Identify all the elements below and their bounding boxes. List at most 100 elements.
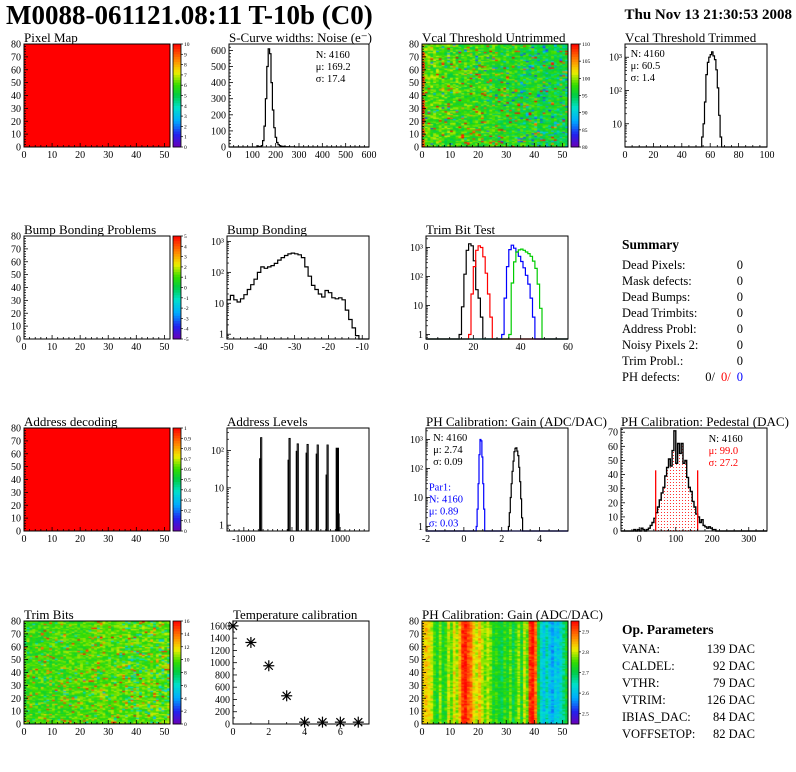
svg-text:400: 400: [315, 150, 330, 161]
svg-text:-50: -50: [220, 342, 233, 353]
svg-text:50: 50: [557, 150, 567, 161]
svg-text:0.2: 0.2: [184, 508, 191, 514]
svg-text:0: 0: [414, 143, 419, 154]
panel-title: Address Levels: [227, 414, 308, 429]
svg-text:0.4: 0.4: [184, 488, 191, 494]
svg-text:90: 90: [582, 111, 588, 117]
svg-text:600: 600: [362, 150, 377, 161]
svg-text:50: 50: [11, 270, 21, 281]
svg-text:70: 70: [11, 629, 21, 640]
svg-text:8: 8: [184, 671, 187, 677]
svg-text:-10: -10: [356, 342, 369, 353]
panel-title: S-Curve widths: Noise (e⁻): [229, 30, 372, 45]
svg-text:100: 100: [582, 76, 591, 82]
svg-text:50: 50: [557, 727, 567, 738]
svg-text:20: 20: [11, 694, 21, 705]
svg-text:40: 40: [11, 283, 21, 294]
svg-text:5: 5: [184, 94, 187, 100]
svg-text:30: 30: [501, 150, 511, 161]
svg-text:70: 70: [11, 436, 21, 447]
svg-text:10: 10: [413, 493, 423, 504]
svg-text:2.6: 2.6: [582, 691, 589, 697]
svg-text:30: 30: [103, 150, 113, 161]
svg-text:16: 16: [184, 619, 190, 625]
svg-text:60: 60: [705, 150, 715, 161]
svg-text:0: 0: [184, 529, 187, 535]
vcal-untrimmed-plot-svg: 0 10 20 30 40 5001020304050607080808590951001…: [409, 40, 591, 162]
svg-text:300: 300: [292, 150, 307, 161]
svg-text:30: 30: [11, 488, 21, 499]
ph-gain-map-plot-svg: 0 10 20 30 40 50010203040506070802.52.62.72.8…: [409, 617, 589, 739]
svg-text:40: 40: [529, 727, 539, 738]
svg-text:3: 3: [184, 114, 187, 120]
table-row: IBIAS_DAC: 84 DAC: [622, 710, 755, 724]
svg-text:10²: 10²: [410, 272, 423, 283]
svg-text:1: 1: [184, 135, 187, 141]
svg-text:80: 80: [11, 232, 21, 243]
panel-title: Address decoding: [24, 414, 118, 429]
panel-title: PH Calibration: Gain (ADC/DAC): [422, 607, 603, 622]
svg-text:80: 80: [409, 40, 419, 51]
svg-text:40: 40: [11, 475, 21, 486]
table-row: PH defects: 0/0/0: [622, 370, 743, 384]
address-decoding-chart: 0 10 20 30 40 50 0 10 20 30 40 50 60 70 80 0 0.1 0.2 0.3 0.…: [0, 412, 199, 604]
svg-text:1200: 1200: [210, 646, 230, 657]
svg-text:30: 30: [103, 727, 113, 738]
svg-text:50: 50: [409, 655, 419, 666]
panel-temperature-calibration: Temperature calibration 0 2 4 6 0 200 400 600 80…: [199, 605, 398, 772]
svg-text:800: 800: [215, 670, 230, 681]
page-title: M0088-061121.08:11 T-10b (C0): [6, 0, 373, 30]
vcal-trimmed-chart: 0 20 40 60 80 100 10 10² 10³ N: 4160 μ: 60.5 σ: 1.4: [597, 28, 796, 220]
svg-text:0.6: 0.6: [184, 467, 191, 473]
svg-text:0: 0: [623, 150, 628, 161]
svg-text:2: 2: [184, 265, 187, 271]
table-row: Mask defects: 0: [622, 274, 743, 288]
svg-text:60: 60: [563, 342, 573, 353]
table-row: Trim Probl.: 0: [622, 354, 743, 368]
pixel-map-heatmap-canvas: [24, 44, 170, 147]
svg-text:2.7: 2.7: [582, 671, 589, 677]
svg-text:10²: 10²: [609, 86, 622, 97]
svg-text:2.8: 2.8: [582, 650, 589, 656]
svg-text:20: 20: [409, 694, 419, 705]
svg-text:2: 2: [184, 709, 187, 715]
panel-title: Vcal Threshold Untrimmed: [422, 30, 566, 45]
svg-text:110: 110: [582, 42, 590, 48]
svg-text:0: 0: [613, 527, 618, 538]
svg-text:20: 20: [473, 150, 483, 161]
panel-title: Trim Bits: [24, 607, 74, 622]
svg-text:40: 40: [677, 150, 687, 161]
addr-decoding-plot-svg: 0 10 20 30 40 500102030405060708000.10.20.30.…: [11, 424, 191, 546]
svg-text:0: 0: [289, 534, 294, 545]
svg-text:0: 0: [184, 145, 187, 151]
svg-text:1: 1: [219, 330, 224, 341]
trim-bits-heatmap-canvas: [24, 621, 170, 724]
panel-bump-bonding-problems: Bump Bonding Problems 0 10 20 30 40 50 0 10 20 30…: [0, 220, 199, 412]
svg-text:N: 4160: N: 4160: [709, 434, 743, 445]
panel-op-parameters: Op. Parameters VANA: 139 DAC CALDEL: 92 DAC…: [597, 605, 796, 772]
svg-text:40: 40: [516, 342, 526, 353]
svg-text:10: 10: [47, 727, 57, 738]
address-levels-chart: -1000 0 1000 1 10 10²: [199, 412, 398, 604]
panel-trim-bit-test: Trim Bit Test 0 20 40 60 1 10 10² 10³: [398, 220, 597, 412]
svg-text:9: 9: [184, 52, 187, 58]
svg-text:10³: 10³: [609, 53, 622, 64]
table-row: Dead Bumps: 0: [622, 290, 743, 304]
svg-text:μ: 60.5: μ: 60.5: [631, 61, 661, 72]
svg-text:2: 2: [266, 727, 271, 738]
bump-bonding-chart: -50 -40 -30 -20 -10 1 10 10² 10³: [199, 220, 398, 412]
table-row: VOFFSETOP: 82 DAC: [622, 727, 755, 741]
svg-text:10: 10: [445, 150, 455, 161]
panel-title: Trim Bit Test: [426, 222, 496, 237]
svg-text:0: 0: [184, 722, 187, 728]
svg-text:500: 500: [338, 150, 353, 161]
svg-text:60: 60: [409, 65, 419, 76]
svg-text:1: 1: [219, 521, 224, 532]
svg-text:5: 5: [184, 234, 187, 240]
panel-bump-bonding: Bump Bonding -50 -40 -30 -20 -10 1 10 10² 10³: [199, 220, 398, 412]
svg-text:400: 400: [215, 695, 230, 706]
svg-text:80: 80: [582, 145, 588, 151]
svg-text:0: 0: [414, 720, 419, 731]
svg-text:50: 50: [159, 534, 169, 545]
